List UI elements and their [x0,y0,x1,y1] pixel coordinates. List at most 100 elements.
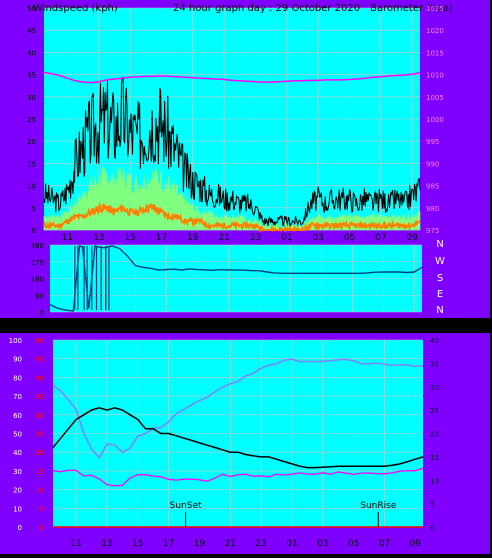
rain-tick: 35 [35,393,44,401]
humidity-tick: 70 [13,393,22,401]
temperature-line [52,407,424,469]
wind-right-tick: 1005 [426,94,444,102]
wind-gust-line [43,76,421,227]
temp-right-tick: 10 [430,477,439,485]
humidity-tick: 60 [13,412,22,420]
temp-x-tick: 15 [132,539,143,549]
wind-left-tick: 0 [32,227,36,235]
temp-right-tick: 15 [430,454,439,462]
wind-x-tick: 11 [62,233,73,243]
temp-x-tick: 13 [101,539,112,549]
humidity-tick: 30 [13,468,22,476]
humidity-tick: 80 [13,374,22,382]
humidity-tick: 50 [13,431,22,439]
wind-x-tick: 05 [344,233,355,243]
sunrise-label: SunRise [360,501,397,511]
wind-x-tick: 15 [124,233,135,243]
humidity-tick: 100 [9,337,22,345]
wind-left-tick: 50 [27,5,36,13]
wind-x-tick: 09 [406,233,418,243]
temp-x-tick: 21 [225,539,236,549]
wind-x-tick: 21 [218,233,229,243]
wind-right-tick: 990 [426,160,439,168]
rain-tick: 0 [40,524,44,532]
temp-x-tick: 19 [194,539,206,549]
wind-left-tick: 40 [27,49,36,57]
direction-compass-label: N [436,239,443,250]
wind-x-tick: 17 [156,233,167,243]
wind-min-line [43,201,421,233]
wind-x-tick: 23 [250,233,261,243]
temp-x-tick: 09 [410,539,422,549]
wind-right-tick: 1015 [426,49,444,57]
temp-x-tick: 17 [163,539,174,549]
wind-left-tick: 45 [27,27,36,35]
wind-right-tick: 1010 [426,72,444,80]
direction-left-tick: 360 [31,242,44,250]
wind-right-tick: 980 [426,205,439,213]
temp-right-tick: 30 [430,384,439,392]
direction-left-tick: 270 [31,259,44,267]
wind-left-tick: 20 [27,138,36,146]
rain-tick: 45 [35,356,44,364]
temp-x-tick: 05 [348,539,359,549]
wind-right-tick: 1025 [426,5,444,13]
wind-x-tick: 19 [187,233,199,243]
wind-title-left: Windspeed (kph) [33,3,118,14]
series-layer [43,71,424,528]
humidity-tick: 10 [13,505,22,513]
direction-line [49,244,423,312]
temp-right-tick: 5 [430,501,434,509]
direction-left-tick: 90 [35,292,44,300]
direction-compass-label: W [435,256,445,267]
rain-tick: 30 [35,412,44,420]
wind-left-tick: 30 [27,94,36,102]
direction-left-tick: 0 [40,309,44,317]
temp-right-tick: 20 [430,431,439,439]
temp-right-tick: 40 [430,337,439,345]
temp-right-tick: 25 [430,407,439,415]
temp-x-tick: 03 [317,539,328,549]
wind-x-tick: 07 [375,233,386,243]
temp-x-tick: 01 [286,539,297,549]
temp-right-tick: 35 [430,360,439,368]
humidity-tick: 20 [13,487,22,495]
temp-x-tick: 23 [255,539,266,549]
direction-left-tick: 180 [31,276,44,284]
wind-x-tick: 03 [312,233,323,243]
direction-compass-label: E [437,289,443,300]
wind-right-tick: 985 [426,183,439,191]
wind-left-tick: 15 [27,160,36,168]
wind-right-tick: 1000 [426,116,444,124]
rain-tick: 25 [35,431,44,439]
sunset-label: SunSet [170,501,202,511]
rain-tick: 5 [40,505,44,513]
direction-compass-label: N [436,305,443,316]
rain-tick: 15 [35,468,44,476]
wind-left-tick: 35 [27,72,36,80]
temp-x-tick: 07 [379,539,390,549]
wind-left-tick: 10 [27,183,36,191]
wind-right-tick: 995 [426,138,439,146]
humidity-tick: 90 [13,356,22,364]
rain-tick: 10 [35,487,44,495]
rain-tick: 40 [35,374,44,382]
humidity-tick: 0 [18,524,22,532]
wind-x-tick: 13 [93,233,104,243]
humidity-line [52,358,424,459]
temp-right-tick: 0 [430,524,434,532]
wind-title-center: 24 hour graph day : 29 October 2020 [173,3,360,14]
wind-x-tick: 01 [281,233,292,243]
direction-compass-label: S [437,273,443,284]
wind-left-tick: 5 [32,205,36,213]
temp-x-tick: 11 [70,539,81,549]
wind-right-tick: 1020 [426,27,444,35]
humidity-tick: 40 [13,449,22,457]
temp-title-left: Rainfall (mm) Humidity (%) [1,323,138,334]
wind-title-right: Barometer (hpa) [370,3,453,14]
barometer-line [43,71,421,84]
dewpoint-line [52,467,424,487]
wind-left-tick: 25 [27,116,36,124]
